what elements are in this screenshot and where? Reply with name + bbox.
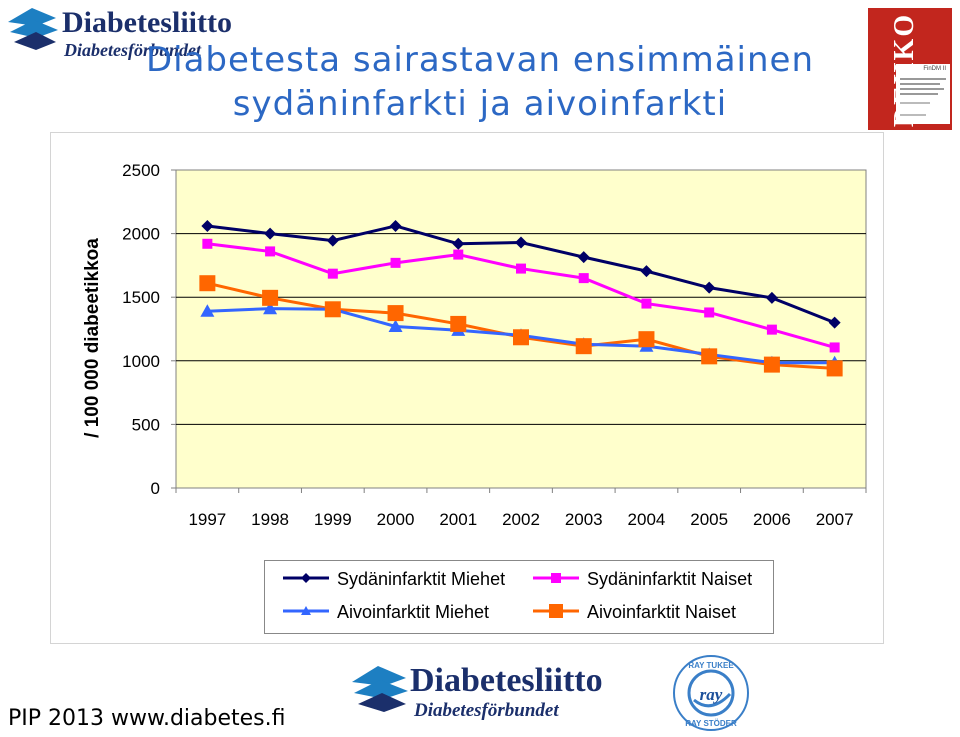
y-tick-label: 2000	[122, 225, 160, 244]
logo-subname: Diabetesförbundet	[414, 700, 559, 721]
ray-top-text: RAY TUKEE	[688, 661, 734, 670]
title-line-1: Diabetesta sairastavan ensimmäinen	[145, 40, 815, 80]
legend-label: Sydäninfarktit Naiset	[587, 569, 752, 589]
logo-name: Diabetesliitto	[410, 662, 603, 699]
data-point	[641, 298, 652, 309]
x-tick-label: 1998	[251, 510, 289, 529]
data-point	[701, 348, 718, 365]
x-tick-label: 2004	[628, 510, 666, 529]
footer-text: PIP 2013 www.diabetes.fi	[8, 706, 286, 731]
x-tick-label: 2002	[502, 510, 540, 529]
legend-marker	[301, 573, 311, 583]
data-point	[513, 329, 529, 346]
x-tick-label: 1999	[314, 510, 352, 529]
data-point	[704, 307, 715, 318]
data-point	[324, 301, 341, 318]
ray-seal-icon: ray RAY TUKEE RAY STÖDER	[673, 655, 749, 731]
data-point	[199, 275, 216, 292]
data-point	[327, 268, 338, 279]
x-tick-label: 2000	[377, 510, 415, 529]
legend-entries: Sydäninfarktit Miehet Sydäninfarktit Nais…	[283, 569, 752, 622]
data-point	[389, 219, 402, 232]
legend-label: Aivoinfarktit Miehet	[337, 602, 489, 622]
data-point	[828, 316, 841, 329]
y-axis-label: / 100 000 diabeetikkoa	[82, 238, 103, 438]
y-tick-label: 2500	[122, 161, 160, 180]
title-line-2: sydäninfarkti ja aivoinfarkti	[232, 84, 728, 124]
legend-marker	[551, 573, 561, 583]
data-point	[515, 236, 527, 249]
bird-logo-icon	[352, 666, 408, 712]
data-point	[575, 338, 592, 355]
data-point	[390, 257, 401, 268]
report-page-title: FinDM II	[923, 66, 946, 72]
diabetesliitto-logo-bottom: Diabetesliitto Diabetesförbundet	[350, 662, 603, 722]
data-point	[265, 246, 276, 257]
data-point	[452, 237, 465, 250]
legend-label: Sydäninfarktit Miehet	[337, 569, 505, 589]
bird-logo-icon	[8, 8, 58, 50]
data-point	[200, 304, 215, 317]
legend-label: Aivoinfarktit Naiset	[587, 602, 736, 622]
report-text-lines-icon	[900, 78, 946, 116]
diabetesliitto-logo-top: Diabetesliitto Diabetesförbundet	[6, 4, 256, 60]
data-point	[262, 289, 279, 306]
legend-marker	[301, 606, 311, 615]
data-point	[826, 360, 843, 377]
data-point	[638, 331, 655, 348]
x-tick-label: 1997	[188, 510, 226, 529]
data-point	[453, 249, 464, 260]
dehko-report-thumbnail: DEHKO FinDM II	[868, 8, 952, 130]
data-point	[829, 342, 840, 353]
data-point	[640, 265, 653, 278]
y-tick-label: 1000	[122, 352, 160, 371]
logo-subname: Diabetesförbundet	[64, 40, 201, 60]
data-point	[450, 315, 467, 332]
data-point	[703, 281, 716, 294]
ray-mid-text: ray	[700, 685, 723, 704]
x-tick-label: 2005	[690, 510, 728, 529]
legend-marker	[549, 604, 563, 618]
data-point	[766, 324, 777, 335]
x-tick-label: 2003	[565, 510, 603, 529]
x-tick-label: 2007	[816, 510, 854, 529]
data-point	[388, 319, 403, 333]
data-point	[326, 234, 339, 247]
data-point	[763, 356, 780, 373]
data-point	[578, 273, 589, 284]
data-point	[264, 227, 277, 240]
ray-bottom-text: RAY STÖDER	[685, 719, 737, 728]
y-tick-label: 500	[132, 415, 160, 434]
y-tick-label: 1500	[122, 288, 160, 307]
data-point	[516, 263, 526, 274]
slide-title: Diabetesta sairastavan ensimmäinen sydän…	[0, 38, 960, 126]
x-tick-label: 2006	[753, 510, 791, 529]
data-point	[577, 251, 590, 264]
data-point	[202, 238, 213, 249]
y-tick-label: 0	[151, 479, 160, 498]
chart-legend: Sydäninfarktit Miehet Sydäninfarktit Nais…	[264, 560, 774, 634]
data-point	[765, 291, 778, 304]
report-page: FinDM II	[896, 64, 950, 124]
data-point	[387, 305, 404, 322]
logo-name: Diabetesliitto	[62, 6, 232, 39]
x-tick-label: 2001	[439, 510, 477, 529]
data-point	[201, 219, 214, 232]
data-point	[263, 301, 278, 315]
